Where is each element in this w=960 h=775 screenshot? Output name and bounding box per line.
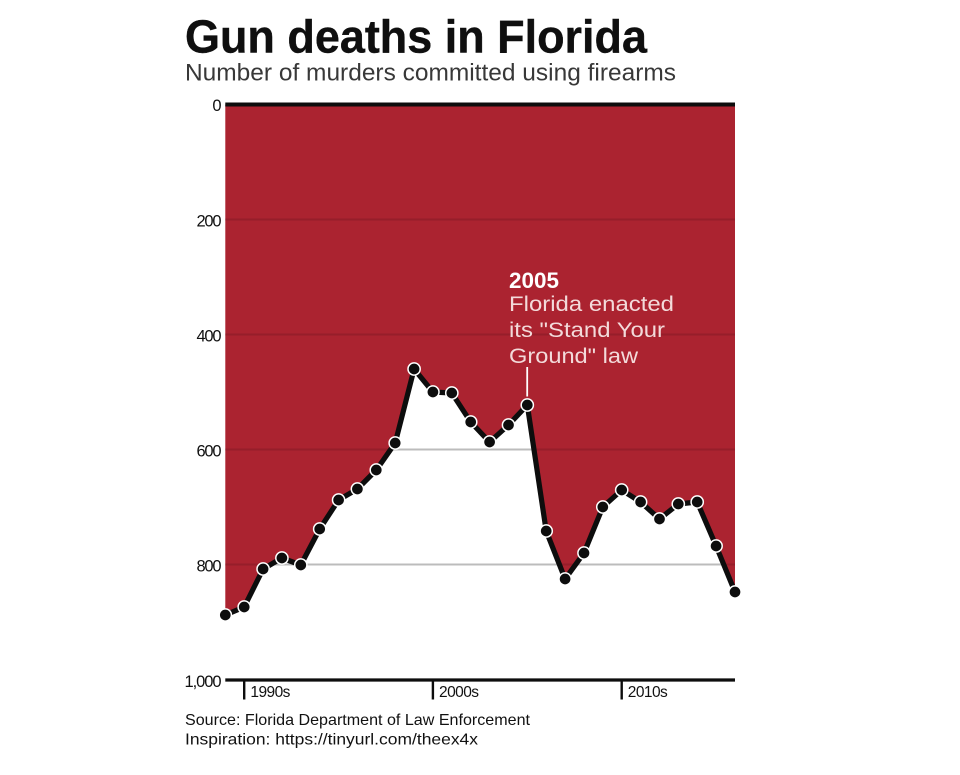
svg-text:Gun deaths in Florida: Gun deaths in Florida [185, 11, 647, 63]
svg-text:600: 600 [197, 443, 222, 461]
svg-text:0: 0 [212, 97, 221, 115]
svg-text:Florida enacted: Florida enacted [509, 292, 674, 316]
svg-text:Ground" law: Ground" law [509, 344, 639, 368]
svg-text:200: 200 [197, 213, 222, 231]
svg-text:1990s: 1990s [250, 684, 290, 701]
svg-text:Source: Florida Department of: Source: Florida Department of Law Enforc… [185, 712, 531, 729]
svg-text:Inspiration: https://tinyurl.c: Inspiration: https://tinyurl.com/theex4x [185, 732, 478, 749]
svg-text:Number of murders committed us: Number of murders committed using firear… [185, 60, 676, 87]
svg-text:2005: 2005 [509, 268, 559, 293]
svg-text:2010s: 2010s [628, 684, 668, 701]
svg-text:1,000: 1,000 [185, 673, 222, 691]
svg-text:400: 400 [197, 328, 222, 346]
svg-text:800: 800 [197, 558, 222, 576]
svg-text:2000s: 2000s [439, 684, 479, 701]
svg-text:its "Stand Your: its "Stand Your [509, 318, 665, 342]
